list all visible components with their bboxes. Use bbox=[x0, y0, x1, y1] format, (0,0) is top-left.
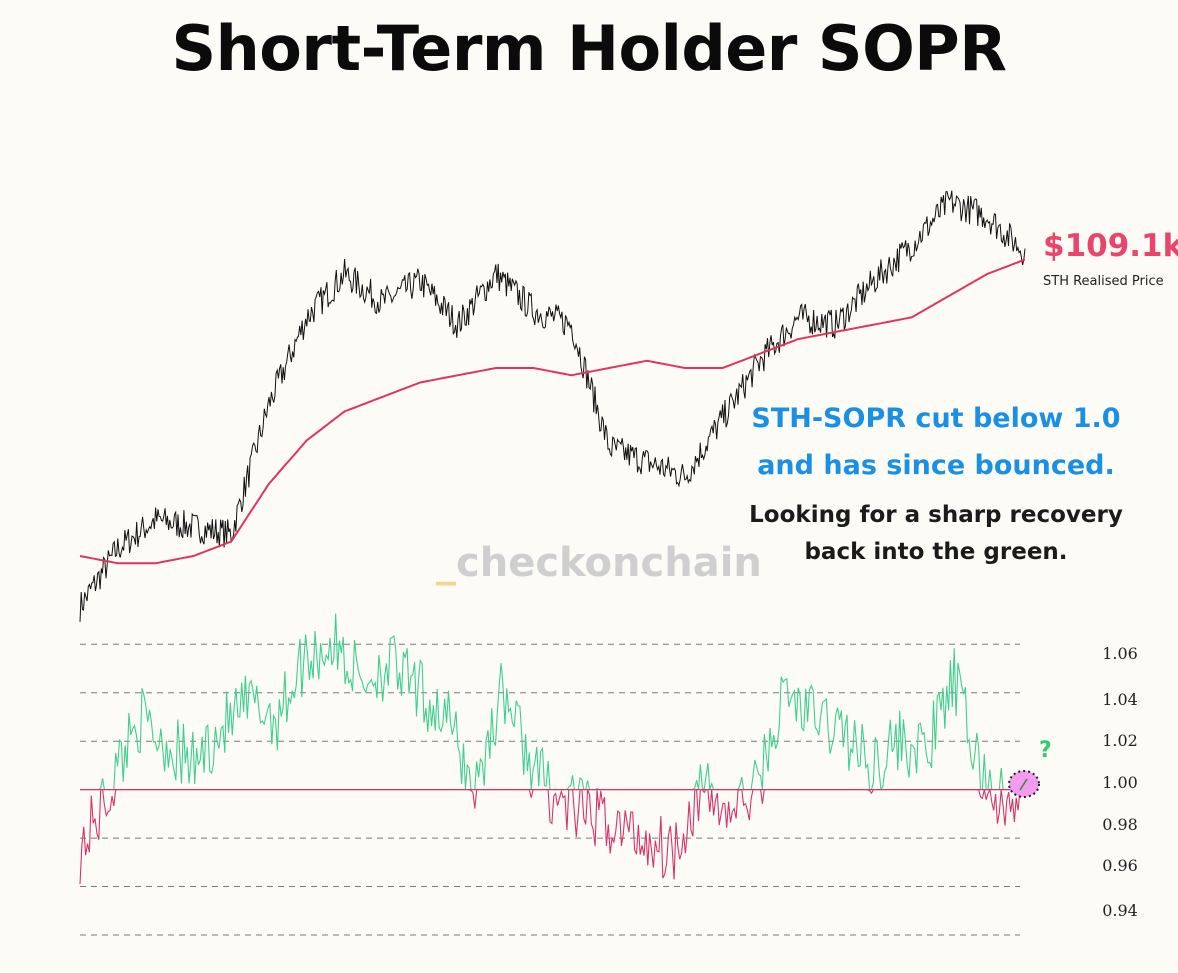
current-price-label: $109.1k bbox=[1043, 228, 1178, 264]
price-line bbox=[79, 190, 1026, 622]
annotation-dark-line2: back into the green. bbox=[804, 539, 1068, 565]
watermark: _checkonchain bbox=[436, 540, 762, 586]
sopr-ytick-label: 1.06 bbox=[1102, 644, 1138, 663]
sopr-line-above bbox=[80, 613, 1021, 791]
question-mark: ? bbox=[1039, 738, 1052, 763]
sopr-ytick-label: 1.02 bbox=[1102, 731, 1138, 750]
realised-price-line bbox=[79, 258, 1026, 565]
sopr-ytick-label: 0.98 bbox=[1102, 815, 1138, 834]
annotation-blue-line1: STH-SOPR cut below 1.0 bbox=[751, 403, 1121, 434]
watermark-prefix: _ bbox=[436, 540, 456, 586]
annotation-blue-line2: and has since bounced. bbox=[757, 450, 1115, 481]
sopr-ytick-label: 0.94 bbox=[1102, 901, 1138, 920]
sopr-ytick-label: 0.96 bbox=[1102, 856, 1138, 875]
sopr-ytick-label: 1.00 bbox=[1102, 773, 1138, 792]
watermark-text: checkonchain bbox=[456, 540, 762, 586]
chart-title: Short-Term Holder SOPR bbox=[171, 12, 1007, 85]
highlight-arrow bbox=[1019, 778, 1028, 791]
sopr-line-below bbox=[79, 787, 1021, 885]
annotation-dark-line1: Looking for a sharp recovery bbox=[749, 502, 1123, 528]
sopr-panel bbox=[79, 613, 1021, 885]
realised-price-legend: STH Realised Price bbox=[1043, 274, 1164, 289]
sopr-ytick-label: 1.04 bbox=[1102, 690, 1138, 709]
price-panel bbox=[79, 190, 1026, 622]
